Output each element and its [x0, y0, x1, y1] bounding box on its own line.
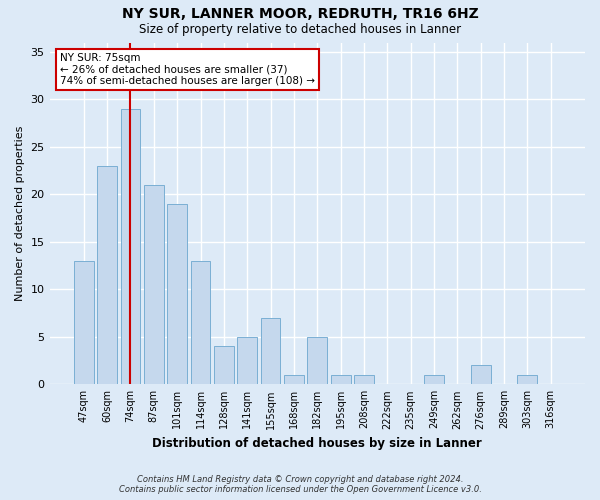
Bar — [517, 375, 538, 384]
Bar — [74, 261, 94, 384]
Bar — [284, 375, 304, 384]
Bar — [331, 375, 350, 384]
Bar — [191, 261, 211, 384]
Text: NY SUR: 75sqm
← 26% of detached houses are smaller (37)
74% of semi-detached hou: NY SUR: 75sqm ← 26% of detached houses a… — [60, 53, 315, 86]
Bar — [121, 109, 140, 384]
Text: NY SUR, LANNER MOOR, REDRUTH, TR16 6HZ: NY SUR, LANNER MOOR, REDRUTH, TR16 6HZ — [122, 8, 478, 22]
Bar — [238, 337, 257, 384]
Bar — [471, 366, 491, 384]
Bar — [307, 337, 327, 384]
Bar — [424, 375, 444, 384]
Text: Contains HM Land Registry data © Crown copyright and database right 2024.
Contai: Contains HM Land Registry data © Crown c… — [119, 474, 481, 494]
Y-axis label: Number of detached properties: Number of detached properties — [15, 126, 25, 301]
Bar — [167, 204, 187, 384]
Bar — [97, 166, 117, 384]
Text: Size of property relative to detached houses in Lanner: Size of property relative to detached ho… — [139, 22, 461, 36]
Bar — [144, 185, 164, 384]
X-axis label: Distribution of detached houses by size in Lanner: Distribution of detached houses by size … — [152, 437, 482, 450]
Bar — [214, 346, 234, 385]
Bar — [354, 375, 374, 384]
Bar — [260, 318, 280, 384]
